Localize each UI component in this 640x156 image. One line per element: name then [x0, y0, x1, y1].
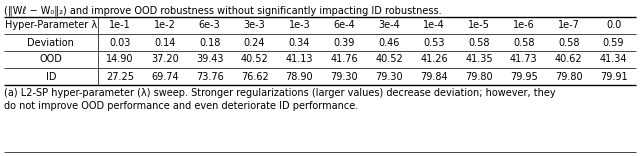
Text: 79.84: 79.84: [420, 71, 448, 81]
Text: 40.52: 40.52: [375, 54, 403, 64]
Text: 0.59: 0.59: [603, 37, 624, 47]
Text: 1e-1: 1e-1: [109, 20, 131, 31]
Text: 39.43: 39.43: [196, 54, 223, 64]
Text: 41.35: 41.35: [465, 54, 493, 64]
Text: 76.62: 76.62: [241, 71, 268, 81]
Text: 0.46: 0.46: [378, 37, 400, 47]
Text: 0.58: 0.58: [513, 37, 534, 47]
Text: 37.20: 37.20: [151, 54, 179, 64]
Text: 6e-3: 6e-3: [199, 20, 221, 31]
Text: 0.24: 0.24: [244, 37, 266, 47]
Text: 0.58: 0.58: [468, 37, 490, 47]
Text: 79.80: 79.80: [555, 71, 582, 81]
Text: 1e-4: 1e-4: [423, 20, 445, 31]
Text: 69.74: 69.74: [151, 71, 179, 81]
Text: 73.76: 73.76: [196, 71, 223, 81]
Text: 6e-4: 6e-4: [333, 20, 355, 31]
Text: 0.0: 0.0: [606, 20, 621, 31]
Text: 79.91: 79.91: [600, 71, 627, 81]
Text: 41.34: 41.34: [600, 54, 627, 64]
Text: 0.58: 0.58: [558, 37, 579, 47]
Text: 41.73: 41.73: [510, 54, 538, 64]
Text: 0.03: 0.03: [109, 37, 131, 47]
Text: 3e-3: 3e-3: [244, 20, 266, 31]
Text: 0.39: 0.39: [333, 37, 355, 47]
Text: 41.13: 41.13: [285, 54, 313, 64]
Text: 78.90: 78.90: [285, 71, 313, 81]
Text: (‖Wℓ − W₀‖₂) and improve OOD robustness without significantly impacting ID robus: (‖Wℓ − W₀‖₂) and improve OOD robustness …: [4, 5, 442, 15]
Text: 1e-7: 1e-7: [557, 20, 580, 31]
Text: 14.90: 14.90: [106, 54, 134, 64]
Text: (a) L2-SP hyper-parameter (λ) sweep. Stronger regularizations (larger values) de: (a) L2-SP hyper-parameter (λ) sweep. Str…: [4, 88, 556, 111]
Text: 0.14: 0.14: [154, 37, 175, 47]
Text: 1e-2: 1e-2: [154, 20, 176, 31]
Text: 79.30: 79.30: [376, 71, 403, 81]
Text: 1e-5: 1e-5: [468, 20, 490, 31]
Text: 79.30: 79.30: [330, 71, 358, 81]
Text: OOD: OOD: [39, 54, 62, 64]
Text: 1e-3: 1e-3: [289, 20, 310, 31]
Text: 0.53: 0.53: [423, 37, 445, 47]
Text: 0.18: 0.18: [199, 37, 220, 47]
Text: 3e-4: 3e-4: [378, 20, 400, 31]
Text: 79.80: 79.80: [465, 71, 493, 81]
Text: 79.95: 79.95: [510, 71, 538, 81]
Text: 1e-6: 1e-6: [513, 20, 534, 31]
Text: Deviation: Deviation: [28, 37, 74, 47]
Text: 40.62: 40.62: [555, 54, 582, 64]
Text: 0.34: 0.34: [289, 37, 310, 47]
Text: 41.26: 41.26: [420, 54, 448, 64]
Text: 27.25: 27.25: [106, 71, 134, 81]
Text: 40.52: 40.52: [241, 54, 268, 64]
Text: ID: ID: [45, 71, 56, 81]
Text: 41.76: 41.76: [330, 54, 358, 64]
Text: Hyper-Parameter λ: Hyper-Parameter λ: [4, 20, 97, 31]
